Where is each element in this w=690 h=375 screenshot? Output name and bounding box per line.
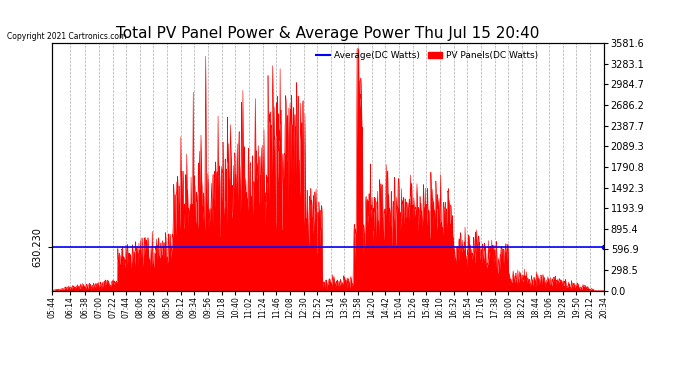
Legend: Average(DC Watts), PV Panels(DC Watts): Average(DC Watts), PV Panels(DC Watts): [313, 48, 542, 64]
Text: Copyright 2021 Cartronics.com: Copyright 2021 Cartronics.com: [7, 32, 126, 41]
Title: Total PV Panel Power & Average Power Thu Jul 15 20:40: Total PV Panel Power & Average Power Thu…: [116, 26, 540, 40]
